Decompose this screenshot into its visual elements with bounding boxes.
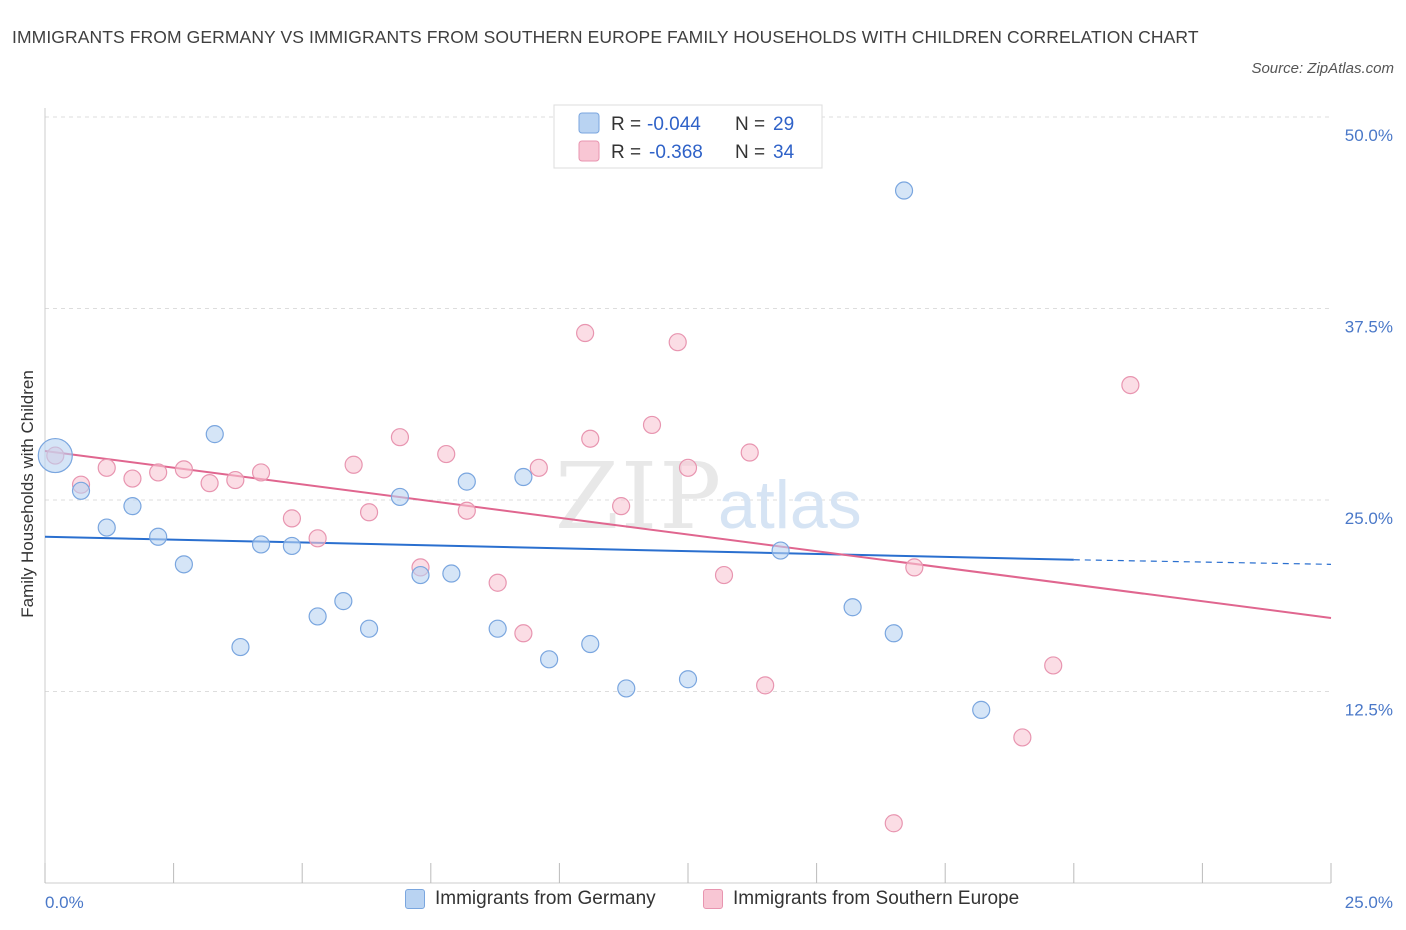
point-southern	[123, 469, 142, 488]
point-germany	[359, 619, 379, 638]
y-tick-label: 50.0%	[1345, 126, 1393, 145]
point-southern	[678, 458, 698, 477]
bottom-legend: Immigrants from Germany Immigrants from …	[0, 888, 1406, 918]
point-germany	[123, 497, 142, 516]
point-southern	[1013, 728, 1032, 747]
point-germany	[97, 518, 116, 537]
point-germany	[231, 637, 250, 657]
legend-item-southern: Immigrants from Southern Europe	[703, 888, 1019, 910]
point-germany	[843, 598, 862, 617]
point-germany	[678, 670, 698, 689]
point-southern	[642, 415, 662, 435]
legend-germany-n-value: 29	[773, 114, 794, 135]
legend-southern-r-label: R =	[611, 142, 641, 163]
gridlines	[45, 116, 1331, 692]
point-germany	[390, 487, 410, 507]
x-tick-label-min: 0.0%	[45, 893, 84, 912]
point-southern	[488, 573, 507, 592]
point-southern	[437, 444, 456, 464]
legend-germany-r-value: -0.044	[647, 114, 701, 135]
y-tick-label: 37.5%	[1345, 318, 1393, 337]
point-germany	[282, 536, 302, 556]
point-southern	[174, 460, 193, 479]
point-germany	[617, 679, 636, 698]
trend-line-germany	[44, 535, 1074, 561]
point-germany	[174, 555, 193, 574]
point-southern	[668, 333, 687, 352]
point-southern	[308, 529, 327, 548]
point-southern	[359, 503, 379, 522]
point-germany	[771, 541, 790, 560]
point-germany	[149, 527, 168, 546]
legend-southern-r-value: -0.368	[649, 142, 703, 163]
point-germany	[308, 607, 327, 626]
legend-swatch-germany	[578, 112, 600, 134]
data-points	[37, 107, 1140, 833]
point-southern	[226, 470, 245, 490]
x-tick-label-max: 25.0%	[1345, 893, 1393, 912]
point-southern	[97, 458, 116, 477]
legend-label-southern: Immigrants from Southern Europe	[733, 888, 1020, 909]
y-tick-label: 12.5%	[1345, 701, 1393, 720]
point-southern	[740, 443, 759, 462]
trend-line-germany-extension	[1073, 559, 1332, 565]
point-southern	[612, 497, 631, 516]
point-southern	[1044, 656, 1063, 675]
legend-swatch-southern-bottom	[703, 889, 723, 909]
point-southern	[457, 501, 476, 520]
point-southern	[714, 565, 734, 585]
legend-swatch-southern	[578, 140, 600, 162]
watermark-zip: ZIP	[555, 443, 723, 550]
chart-title: IMMIGRANTS FROM GERMANY VS IMMIGRANTS FR…	[12, 27, 1199, 47]
point-southern	[200, 474, 219, 493]
point-germany	[884, 624, 903, 643]
axes	[44, 108, 1332, 884]
point-southern	[282, 509, 302, 528]
tick-labels: 12.5% 25.0% 37.5% 50.0% 0.0% 25.0%	[45, 126, 1393, 912]
point-germany	[37, 437, 73, 474]
point-southern	[390, 428, 410, 447]
point-germany	[488, 619, 507, 638]
point-germany	[581, 634, 600, 654]
point-southern	[514, 624, 533, 643]
point-southern	[344, 455, 363, 474]
top-legend: R = -0.044 N = 29 R = -0.368 N = 34	[553, 104, 823, 169]
legend-label-germany: Immigrants from Germany	[435, 888, 656, 909]
legend-item-germany: Immigrants from Germany	[405, 888, 656, 910]
legend-swatch-germany-bottom	[405, 889, 425, 909]
point-southern	[251, 463, 271, 482]
y-axis-title: Family Households with Children	[18, 370, 37, 618]
point-southern	[1121, 376, 1140, 395]
point-southern	[756, 676, 775, 695]
point-germany	[442, 564, 461, 583]
point-southern	[884, 814, 903, 833]
y-tick-label: 25.0%	[1345, 509, 1393, 528]
point-germany	[411, 565, 430, 585]
legend-southern-n-value: 34	[773, 142, 795, 163]
point-germany	[540, 650, 559, 669]
point-germany	[894, 181, 914, 200]
point-southern	[576, 323, 595, 343]
point-germany	[71, 481, 91, 500]
legend-southern-n-label: N =	[735, 142, 765, 163]
watermark: ZIP atlas	[555, 443, 862, 550]
point-germany	[205, 425, 224, 444]
point-germany	[334, 592, 353, 611]
point-southern	[581, 429, 600, 448]
point-germany	[514, 467, 533, 487]
point-germany	[251, 535, 271, 554]
point-southern	[529, 458, 548, 477]
legend-germany-n-label: N =	[735, 114, 765, 135]
point-germany	[457, 472, 476, 491]
source-label: Source: ZipAtlas.com	[1251, 60, 1394, 77]
watermark-atlas: atlas	[718, 467, 862, 543]
point-southern	[149, 463, 168, 482]
point-germany	[972, 700, 991, 719]
point-southern	[905, 558, 924, 577]
legend-germany-r-label: R =	[611, 114, 641, 135]
